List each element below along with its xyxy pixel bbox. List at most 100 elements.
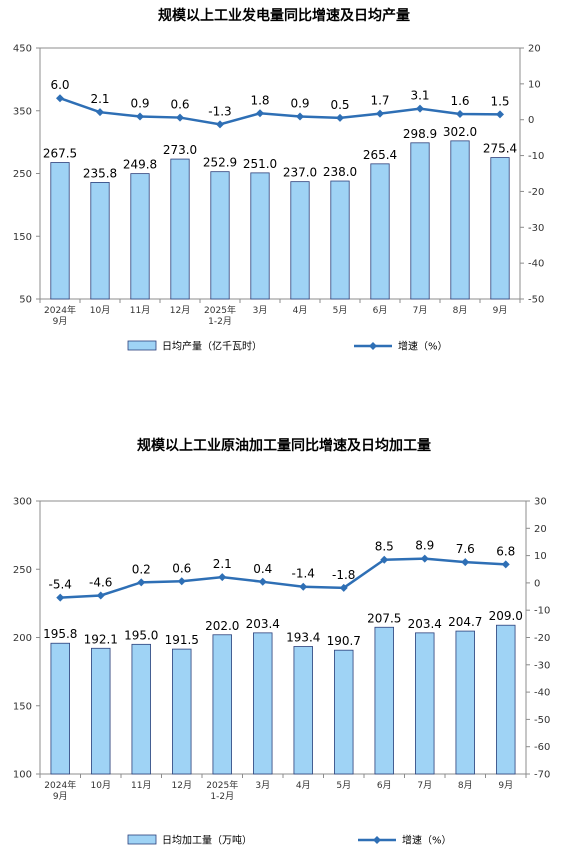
y-axis-tick-label: 450 xyxy=(13,44,32,55)
bar xyxy=(253,632,273,775)
x-axis-tick-label-line: 11月 xyxy=(131,780,151,791)
bar-value-label: 267.5 xyxy=(43,147,77,161)
growth-value-label: 2.1 xyxy=(90,92,109,106)
bar xyxy=(496,624,516,775)
growth-value-label: 1.6 xyxy=(450,94,469,108)
bar-value-label: 193.4 xyxy=(286,631,320,645)
bar xyxy=(50,162,70,300)
y2-axis-tick-label: -70 xyxy=(534,770,550,781)
x-axis-tick-label-line: 2024年 xyxy=(44,779,76,791)
y2-axis-tick-label: -20 xyxy=(528,187,544,198)
growth-marker xyxy=(461,558,470,567)
bar-value-label: 251.0 xyxy=(243,157,277,171)
y2-axis-tick-label: -40 xyxy=(534,688,550,699)
bar xyxy=(170,158,190,300)
x-axis-tick-label-line: 7月 xyxy=(417,780,432,791)
growth-marker xyxy=(416,104,424,113)
growth-marker xyxy=(420,554,429,563)
x-axis-tick-label-line: 9月 xyxy=(53,316,68,327)
y2-axis-tick-label: -50 xyxy=(534,715,550,726)
growth-value-label: 1.7 xyxy=(370,94,389,108)
legend-line-marker xyxy=(369,342,377,350)
x-axis-tick-label: 5月 xyxy=(333,305,348,316)
x-axis-tick-label: 11月 xyxy=(131,780,151,791)
growth-value-label: 0.6 xyxy=(172,561,191,575)
x-axis-tick-label: 8月 xyxy=(453,305,468,316)
growth-value-label: -5.4 xyxy=(49,578,72,592)
y-axis-tick-label: 300 xyxy=(13,497,32,508)
growth-value-label: 1.5 xyxy=(490,94,509,108)
growth-value-label: 6.8 xyxy=(496,544,515,558)
x-axis-tick-label-line: 9月 xyxy=(53,791,68,802)
y2-axis-tick-label: -50 xyxy=(528,295,544,306)
growth-value-label: 8.9 xyxy=(415,539,434,553)
growth-marker xyxy=(216,120,224,129)
growth-marker xyxy=(299,582,308,591)
bar xyxy=(334,649,354,775)
growth-value-label: 3.1 xyxy=(410,89,429,103)
x-axis-tick-label-line: 10月 xyxy=(91,780,111,791)
x-axis-tick-label-line: 10月 xyxy=(90,305,110,316)
growth-marker xyxy=(296,112,304,121)
y2-axis-tick-label: 20 xyxy=(534,524,547,535)
growth-marker xyxy=(380,555,389,564)
bar-value-label: 209.0 xyxy=(489,609,523,623)
growth-marker xyxy=(256,109,264,118)
x-axis-tick-label: 6月 xyxy=(377,780,392,791)
growth-marker xyxy=(456,109,464,118)
x-axis-tick-label: 7月 xyxy=(413,305,428,316)
growth-value-label: 0.5 xyxy=(330,98,349,112)
chart-title: 规模以上工业发电量同比增速及日均产量 xyxy=(158,7,410,24)
plot-area: 100 150 200 250 300 -70 -60 -50 -40 -30 -20 -10 0 10 2… xyxy=(13,497,550,803)
growth-marker xyxy=(177,577,186,586)
x-axis-tick-label: 2025年 1-2月 xyxy=(206,779,238,802)
x-axis-tick-label: 11月 xyxy=(130,305,150,316)
growth-value-label: 0.4 xyxy=(253,562,272,576)
y2-axis-tick-label: 20 xyxy=(528,44,541,55)
legend: 日均加工量（万吨） 增速（%） xyxy=(127,834,452,847)
x-axis-tick-label-line: 12月 xyxy=(172,780,192,791)
x-axis-tick-label: 2024年 9月 xyxy=(44,304,76,327)
bar xyxy=(450,140,470,300)
bar-value-label: 203.4 xyxy=(408,617,442,631)
legend-bar-swatch xyxy=(127,834,157,845)
growth-value-label: 1.8 xyxy=(250,93,269,107)
x-axis-tick-label-line: 6月 xyxy=(377,780,392,791)
legend: 日均产量（亿千瓦时） 增速（%） xyxy=(127,340,448,353)
x-axis-tick-label-line: 2024年 xyxy=(44,304,76,316)
bar xyxy=(172,648,192,775)
growth-marker xyxy=(96,108,104,117)
x-axis-tick-label: 8月 xyxy=(458,780,473,791)
bar-value-label: 298.9 xyxy=(403,127,437,141)
y2-axis-tick-label: 30 xyxy=(534,497,547,508)
bar-value-label: 195.8 xyxy=(43,627,77,641)
y-axis-tick-label: 200 xyxy=(13,633,32,644)
x-axis-tick-label-line: 8月 xyxy=(453,305,468,316)
bar-value-label: 191.5 xyxy=(165,633,199,647)
bar-value-label: 190.7 xyxy=(327,634,361,648)
growth-marker xyxy=(339,583,348,592)
crude-oil-processing-chart: 规模以上工业原油加工量同比增速及日均加工量 100150200250300-70… xyxy=(13,437,550,847)
x-axis-tick-label-line: 3月 xyxy=(253,305,268,316)
bar-value-label: 252.9 xyxy=(203,156,237,170)
y2-axis-tick-label: -30 xyxy=(534,660,550,671)
bar xyxy=(90,182,110,300)
x-axis-tick-label-line: 12月 xyxy=(170,305,190,316)
legend-bar-label: 日均产量（亿千瓦时） xyxy=(162,340,262,353)
y-axis-tick-label: 100 xyxy=(13,770,32,781)
x-axis-tick-label: 3月 xyxy=(253,305,268,316)
bar-value-label: 195.0 xyxy=(124,628,158,642)
y2-axis-tick-label: 0 xyxy=(534,578,540,589)
bar xyxy=(210,171,230,300)
y2-axis-tick-label: -30 xyxy=(528,223,544,234)
growth-marker xyxy=(96,591,105,600)
growth-marker xyxy=(258,577,267,586)
x-axis-tick-label: 2025年 1-2月 xyxy=(204,304,236,327)
bar xyxy=(374,626,394,775)
growth-value-label: 6.0 xyxy=(50,78,69,92)
x-axis-tick-label: 10月 xyxy=(90,305,110,316)
growth-marker xyxy=(176,113,184,122)
y2-axis-tick-label: -20 xyxy=(534,633,550,644)
x-axis-tick-label: 9月 xyxy=(498,780,513,791)
bar xyxy=(415,632,435,775)
